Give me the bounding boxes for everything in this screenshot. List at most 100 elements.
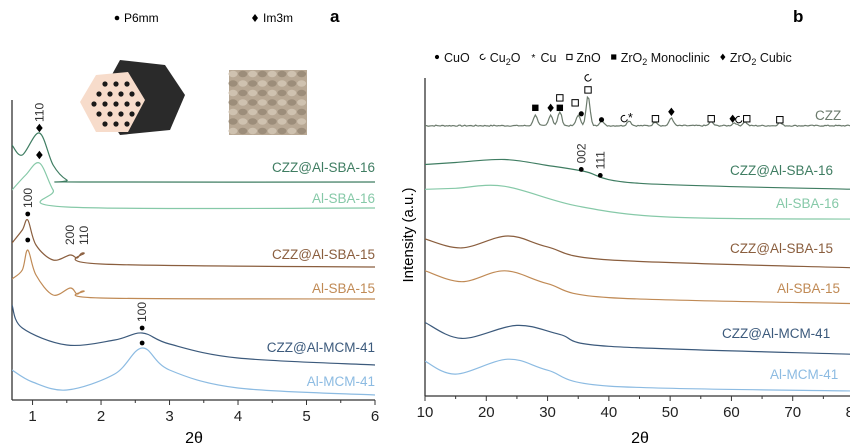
open-square-icon [556, 94, 564, 102]
cage-cell [287, 127, 297, 135]
series-line [12, 304, 376, 366]
open-square-icon [571, 99, 579, 107]
cage-cell [297, 70, 307, 78]
series-line [425, 158, 850, 190]
filled-circle-icon [434, 54, 440, 60]
cage-cell [287, 118, 297, 125]
legend-label: P6mm [124, 11, 159, 25]
cage-cell [267, 118, 277, 125]
cage-cell [238, 108, 248, 116]
series-label: CZZ@Al-SBA-15 [272, 247, 375, 262]
cage-cell [257, 80, 267, 87]
legend-suffix: Monoclinic [647, 51, 710, 65]
cage-cell [228, 89, 238, 97]
pore-circle [135, 101, 141, 107]
cage-cell [238, 127, 248, 135]
cage-cell [238, 89, 248, 97]
series-line [425, 235, 850, 269]
legend-text: ZrO [730, 51, 752, 65]
filled-circle-icon [114, 15, 120, 21]
cage-cell [257, 127, 267, 135]
legend-item-cuo: Cu2O [479, 51, 521, 67]
x-tick-label: 70 [784, 404, 801, 421]
filled-circle-icon [25, 211, 31, 217]
cage-cell [238, 118, 248, 125]
legend-item-cuo: CuO [434, 51, 470, 65]
legend-subscript: 2 [751, 57, 756, 67]
pore-circle [107, 111, 113, 117]
cage-cell [228, 108, 238, 116]
filled-diamond-icon [36, 123, 43, 133]
x-axis-title: 2θ [631, 430, 649, 447]
series-label: Al-MCM-41 [770, 367, 838, 382]
asterisk-icon: * [531, 53, 535, 64]
x-tick-label: 50 [662, 404, 679, 421]
x-tick-label: 6 [371, 408, 379, 425]
cage-cell [297, 118, 307, 125]
x-tick-label: 1 [28, 408, 36, 425]
x-tick-label: 4 [234, 408, 242, 425]
series-line [425, 270, 850, 305]
open-square-icon [743, 115, 751, 123]
pore-circle [102, 121, 108, 127]
legend-label: CuO [444, 51, 470, 65]
panel-a-letter: a [330, 7, 340, 26]
pore-circle [113, 121, 119, 127]
cage-cell [277, 99, 287, 106]
pore-circle [129, 111, 135, 117]
cage-cell [228, 70, 238, 78]
open-square-icon [651, 115, 660, 123]
series-line [12, 132, 376, 183]
cage-cell [287, 99, 297, 106]
peak-index-label: 100 [21, 188, 35, 208]
pore-circle [102, 101, 108, 107]
pore-circle [124, 81, 130, 87]
open-square-icon [584, 86, 592, 94]
legend-text: Cu [540, 51, 556, 65]
filled-diamond-icon [668, 107, 675, 116]
cubic-mesopore-illustration [228, 70, 307, 135]
series-label: CZZ [815, 108, 841, 123]
legend-item-zro-cubic: ZrO2 Cubic [720, 51, 792, 67]
cage-cell [277, 127, 287, 135]
cage-cell [238, 80, 248, 87]
filled-diamond-icon [547, 103, 554, 112]
cage-cell [238, 70, 248, 78]
series-label: Al-SBA-16 [776, 196, 839, 211]
legend-text: ZnO [576, 51, 601, 65]
filled-circle-icon [598, 117, 605, 123]
x-tick-label: 30 [539, 404, 556, 421]
bundle-face [80, 72, 145, 132]
open-square-icon [776, 116, 784, 124]
peak-index-label: 200 [63, 225, 77, 245]
cage-cell [267, 80, 277, 87]
series-label: Al-SBA-15 [777, 281, 840, 296]
open-square-icon [566, 53, 573, 61]
legend-suffix: O [511, 51, 521, 65]
legend-item-zno: ZnO [566, 51, 601, 65]
filled-diamond-icon [720, 53, 726, 61]
filled-diamond-icon [36, 150, 43, 160]
pore-circle [91, 101, 97, 107]
filled-circle-icon [139, 325, 145, 331]
series-line [12, 347, 376, 396]
legend-label: Cu [540, 51, 556, 65]
cage-cell [277, 108, 287, 116]
series-label: CZZ@Al-MCM-41 [267, 340, 375, 355]
cage-cell [228, 99, 238, 106]
cage-cell [248, 70, 258, 78]
filled-diamond-icon [729, 114, 736, 123]
x-tick-label: 5 [302, 408, 310, 425]
cage-cell [248, 80, 258, 87]
legend-item-cu: * Cu [531, 51, 556, 65]
cage-cell [248, 108, 258, 116]
x-tick-label: 2 [97, 408, 105, 425]
cage-cell [257, 70, 267, 78]
cage-cell [267, 70, 277, 78]
legend-label: ZrO2 Monoclinic [621, 51, 710, 67]
legend-subscript: 2 [506, 57, 511, 67]
cage-cell [228, 80, 238, 87]
panel-b: b Intensity (a.u.) 2θ CuO Cu2O * Cu ZnO ZrO2 … [400, 7, 850, 447]
legend-label: ZnO [576, 51, 601, 65]
cage-cell [277, 80, 287, 87]
